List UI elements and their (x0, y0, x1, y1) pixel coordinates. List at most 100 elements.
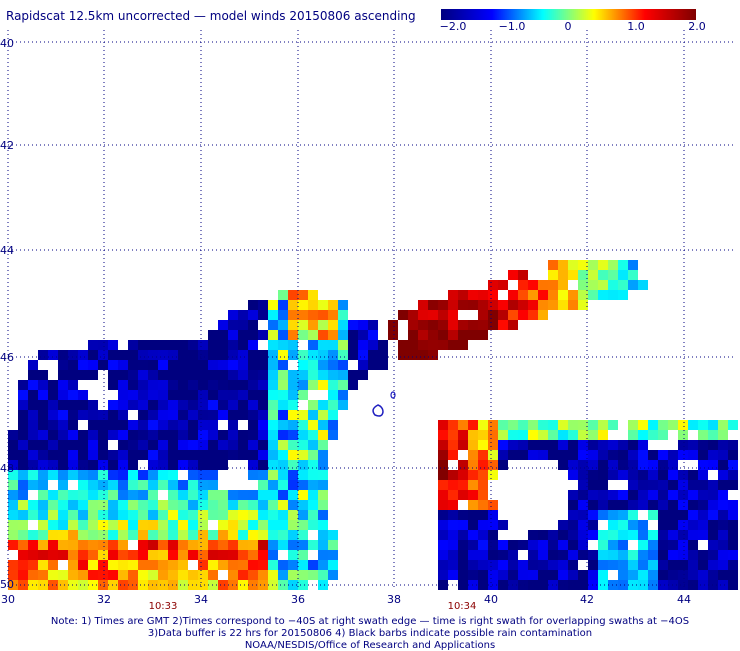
heatmap-cell (148, 560, 158, 570)
heatmap-cell (638, 460, 648, 470)
heatmap-cell (38, 350, 48, 360)
heatmap-cell (208, 490, 218, 500)
heatmap-cell (258, 560, 268, 570)
heatmap-cell (128, 440, 138, 450)
heatmap-cell (188, 440, 198, 450)
heatmap-cell (238, 450, 248, 460)
heatmap-cell (88, 550, 98, 560)
heatmap-cell (548, 560, 558, 570)
heatmap-cell (488, 470, 498, 480)
heatmap-cell (458, 580, 468, 590)
heatmap-cell (228, 310, 238, 320)
heatmap-cell (598, 500, 608, 510)
heatmap-cell (678, 480, 688, 490)
heatmap-cell (378, 350, 388, 360)
heatmap-cell (98, 550, 108, 560)
heatmap-cell (128, 470, 138, 480)
heatmap-cell (578, 480, 588, 490)
heatmap-cell (28, 460, 38, 470)
heatmap-cell (718, 450, 728, 460)
heatmap-cell (528, 280, 538, 290)
heatmap-cell (178, 580, 188, 590)
heatmap-cell (608, 560, 618, 570)
heatmap-cell (38, 470, 48, 480)
heatmap-cell (448, 470, 458, 480)
heatmap-cell (58, 350, 68, 360)
heatmap-cell (268, 370, 278, 380)
heatmap-cell (318, 360, 328, 370)
heatmap-cell (218, 520, 228, 530)
heatmap-cell (578, 450, 588, 460)
heatmap-cell (298, 550, 308, 560)
heatmap-cell (178, 380, 188, 390)
heatmap-cell (628, 490, 638, 500)
heatmap-cell (238, 440, 248, 450)
heatmap-cell (578, 490, 588, 500)
heatmap-cell (658, 500, 668, 510)
heatmap-cell (688, 520, 698, 530)
heatmap-cell (168, 540, 178, 550)
heatmap-cell (668, 450, 678, 460)
heatmap-cell (728, 420, 738, 430)
heatmap-cell (128, 550, 138, 560)
x-tick-label: 34 (194, 593, 208, 606)
heatmap-cell (438, 440, 448, 450)
heatmap-cell (318, 540, 328, 550)
heatmap-cell (678, 520, 688, 530)
heatmap-cell (158, 570, 168, 580)
heatmap-cell (348, 330, 358, 340)
heatmap-cell (528, 450, 538, 460)
heatmap-cell (308, 340, 318, 350)
heatmap-cell (248, 430, 258, 440)
heatmap-cell (678, 430, 688, 440)
heatmap-cell (268, 310, 278, 320)
heatmap-cell (238, 430, 248, 440)
heatmap-cell (68, 530, 78, 540)
heatmap-cell (48, 470, 58, 480)
heatmap-cell (578, 570, 588, 580)
heatmap-cell (138, 420, 148, 430)
heatmap-cell (18, 400, 28, 410)
heatmap-cell (58, 570, 68, 580)
heatmap-cell (678, 510, 688, 520)
heatmap-cell (458, 470, 468, 480)
heatmap-cell (278, 500, 288, 510)
heatmap-cell (438, 320, 448, 330)
heatmap-cell (538, 540, 548, 550)
heatmap-cell (668, 530, 678, 540)
heatmap-cell (468, 470, 478, 480)
heatmap-cell (398, 340, 408, 350)
heatmap-cell (658, 450, 668, 460)
heatmap-cell (218, 490, 228, 500)
heatmap-cell (568, 560, 578, 570)
heatmap-cell (638, 440, 648, 450)
heatmap-cell (28, 560, 38, 570)
heatmap-cell (618, 570, 628, 580)
heatmap-cell (528, 310, 538, 320)
heatmap-cell (48, 560, 58, 570)
heatmap-cell (348, 320, 358, 330)
heatmap-cell (438, 480, 448, 490)
heatmap-cell (208, 380, 218, 390)
heatmap-cell (578, 260, 588, 270)
heatmap-cell (318, 350, 328, 360)
heatmap-cell (308, 300, 318, 310)
heatmap-cell (668, 470, 678, 480)
heatmap-cell (218, 530, 228, 540)
heatmap-cell (728, 540, 738, 550)
heatmap-cell (648, 500, 658, 510)
heatmap-cell (298, 370, 308, 380)
heatmap-cell (178, 460, 188, 470)
heatmap-cell (298, 330, 308, 340)
heatmap-cell (728, 510, 738, 520)
heatmap-cell (238, 490, 248, 500)
heatmap-cell (48, 430, 58, 440)
heatmap-cell (158, 390, 168, 400)
heatmap-cell (38, 440, 48, 450)
heatmap-cell (258, 550, 268, 560)
heatmap-cell (168, 450, 178, 460)
heatmap-cell (278, 580, 288, 590)
heatmap-cell (648, 470, 658, 480)
heatmap-cell (198, 580, 208, 590)
heatmap-cell (258, 530, 268, 540)
